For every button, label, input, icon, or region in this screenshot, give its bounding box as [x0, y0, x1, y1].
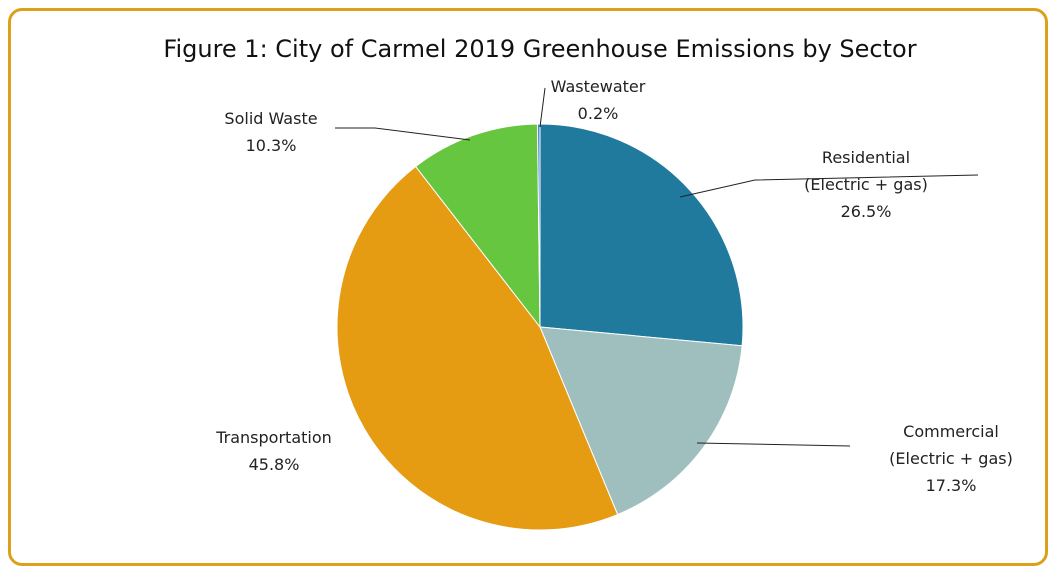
slice-label-line: Residential: [822, 148, 910, 167]
leader-line-residential: [679, 174, 979, 198]
slice-label-line: Commercial: [903, 422, 999, 441]
slice-label-transportation: Transportation 45.8%: [215, 428, 332, 474]
pie-slice-residential: [539, 123, 744, 347]
slice-label-line: 45.8%: [249, 455, 300, 474]
chart-title: Figure 1: City of Carmel 2019 Greenhouse…: [163, 35, 916, 63]
leader-line-solid-waste: [335, 127, 471, 141]
slice-label-wastewater: Wastewater 0.2%: [551, 77, 646, 123]
slice-label-solid-waste: Solid Waste 10.3%: [224, 109, 317, 155]
slice-label-line: Wastewater: [551, 77, 646, 96]
slice-label-line: 10.3%: [246, 136, 297, 155]
slice-label-line: 26.5%: [841, 202, 892, 221]
slice-label-line: 17.3%: [926, 476, 977, 495]
pie-slice-solid-waste: [414, 123, 541, 329]
pie-slice-transportation: [336, 165, 619, 531]
slices-layer: [336, 123, 744, 531]
leader-line-commercial: [696, 442, 851, 447]
slice-label-line: Transportation: [215, 428, 332, 447]
slice-label-residential: Residential (Electric + gas) 26.5%: [804, 148, 928, 221]
slice-label-line: 0.2%: [578, 104, 619, 123]
slice-label-line: Solid Waste: [224, 109, 317, 128]
slice-label-commercial: Commercial (Electric + gas) 17.3%: [889, 422, 1013, 495]
slice-labels: Residential (Electric + gas) 26.5% Commerci…: [215, 77, 1013, 495]
leader-lines: [335, 87, 979, 447]
pie-slice-commercial: [539, 326, 743, 516]
leader-line-wastewater: [539, 87, 546, 128]
slice-label-line: (Electric + gas): [889, 449, 1013, 468]
slice-label-line: (Electric + gas): [804, 175, 928, 194]
